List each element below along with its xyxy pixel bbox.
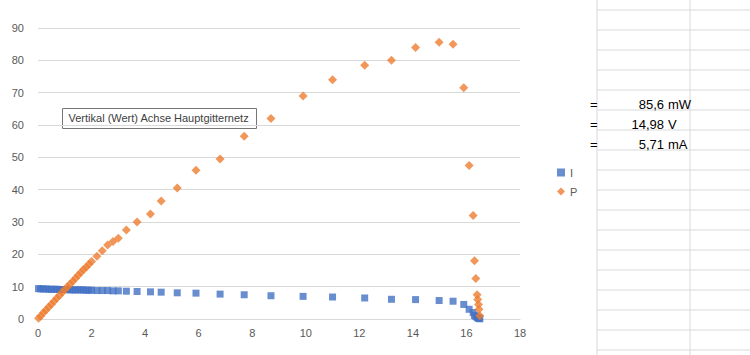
svg-text:P: P xyxy=(570,186,577,198)
svg-text:10: 10 xyxy=(300,327,312,339)
svg-text:0: 0 xyxy=(35,327,41,339)
svg-text:14: 14 xyxy=(407,327,419,339)
svg-text:70: 70 xyxy=(12,87,24,99)
svg-text:V: V xyxy=(668,117,677,132)
svg-text:14,98: 14,98 xyxy=(631,117,664,132)
svg-text:2: 2 xyxy=(88,327,94,339)
svg-text:30: 30 xyxy=(12,216,24,228)
svg-text:5,71: 5,71 xyxy=(639,137,664,152)
svg-text:20: 20 xyxy=(12,248,24,260)
svg-text:0: 0 xyxy=(18,313,24,325)
svg-text:4: 4 xyxy=(142,327,148,339)
svg-text:18: 18 xyxy=(514,327,526,339)
svg-text:=: = xyxy=(590,117,598,132)
svg-text:85,6: 85,6 xyxy=(639,97,664,112)
svg-text:=: = xyxy=(590,137,598,152)
svg-text:12: 12 xyxy=(353,327,365,339)
svg-text:40: 40 xyxy=(12,184,24,196)
svg-text:Vertikal (Wert) Achse Hauptgit: Vertikal (Wert) Achse Hauptgitternetz xyxy=(69,112,249,124)
svg-text:60: 60 xyxy=(12,119,24,131)
svg-text:16: 16 xyxy=(460,327,472,339)
svg-text:I: I xyxy=(570,167,573,179)
svg-text:90: 90 xyxy=(12,22,24,34)
svg-text:mW: mW xyxy=(668,97,692,112)
svg-text:6: 6 xyxy=(196,327,202,339)
svg-text:=: = xyxy=(590,97,598,112)
svg-text:mA: mA xyxy=(668,137,688,152)
svg-text:10: 10 xyxy=(12,281,24,293)
svg-text:80: 80 xyxy=(12,54,24,66)
svg-text:50: 50 xyxy=(12,151,24,163)
svg-text:8: 8 xyxy=(249,327,255,339)
